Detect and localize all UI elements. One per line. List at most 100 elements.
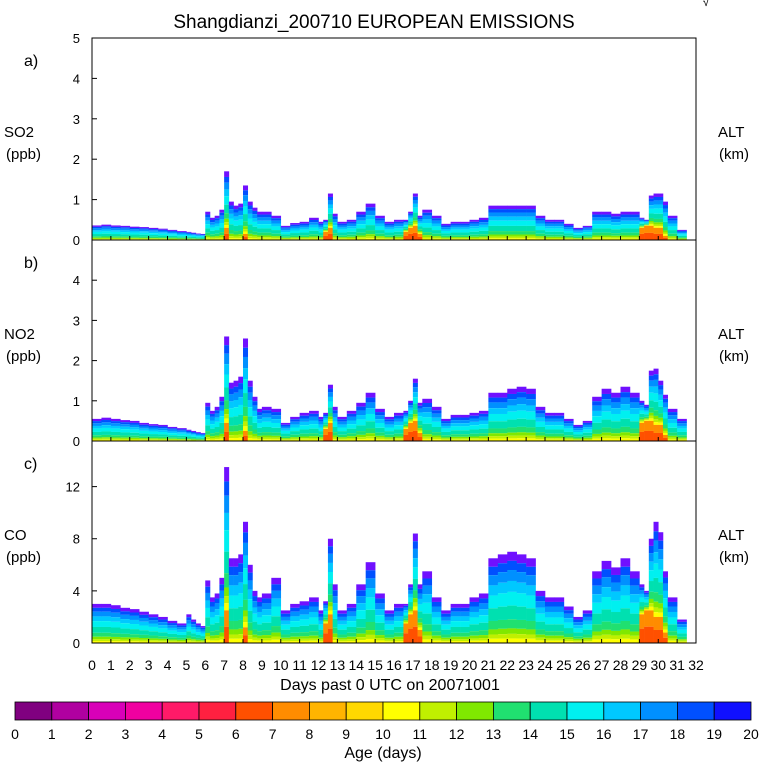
bar-segment [332, 235, 338, 238]
bar-segment [644, 406, 650, 409]
bar [582, 420, 593, 441]
bar-segment [205, 402, 211, 407]
bar-segment [356, 228, 366, 233]
colorbar-swatch [492, 701, 531, 721]
bar-segment [261, 235, 272, 238]
bar-segment [233, 434, 239, 438]
bar-segment [257, 220, 263, 225]
bar-segment [120, 238, 131, 240]
bar [545, 597, 555, 643]
bar-segment [563, 439, 574, 441]
bar [394, 412, 404, 441]
bar-segment [101, 420, 112, 423]
bar-segment [403, 622, 409, 624]
bar-segment [516, 593, 527, 607]
bar [318, 610, 324, 643]
bar-segment [148, 635, 159, 639]
bar-segment [257, 435, 263, 438]
bar-segment [545, 425, 555, 430]
bar-segment [497, 428, 508, 434]
x-tick-label: 30 [650, 657, 666, 673]
bar-segment [228, 224, 234, 231]
bar-segment [280, 620, 291, 625]
bar [629, 392, 640, 441]
bar-segment [677, 231, 687, 234]
bar [299, 412, 310, 441]
bar-segment [469, 638, 480, 641]
bar-segment [318, 641, 324, 643]
bar-segment [545, 228, 555, 232]
bar-segment [290, 621, 300, 627]
bar-segment [629, 433, 640, 437]
bar-segment [224, 431, 230, 441]
bar-segment [318, 637, 324, 640]
bar-segment [582, 641, 593, 643]
bar [214, 215, 220, 240]
bar-segment [582, 437, 593, 439]
bar-segment [384, 637, 395, 640]
bar-segment [252, 634, 258, 638]
bar-segment [497, 554, 508, 564]
bar [403, 219, 409, 240]
bar-segment [271, 223, 282, 227]
bar-segment [346, 632, 357, 637]
bar-segment [101, 233, 112, 237]
bar-segment [257, 408, 263, 413]
bar-segment [247, 209, 253, 214]
bar-segment [422, 624, 433, 632]
bar-segment [356, 596, 366, 604]
bar-segment [582, 620, 593, 625]
bar-segment [653, 577, 659, 593]
bar-segment [228, 236, 234, 239]
bar-segment [92, 616, 102, 622]
bar-segment [110, 617, 121, 622]
bar [450, 603, 461, 643]
bar-segment [271, 215, 282, 219]
bar-segment [478, 413, 489, 417]
bar-segment [403, 618, 409, 621]
bar-segment [677, 423, 687, 426]
bar-segment [233, 205, 239, 210]
bar-segment [394, 429, 404, 434]
bar-segment [158, 235, 168, 238]
bar [644, 590, 650, 643]
bar-segment [408, 593, 414, 598]
bar [252, 590, 258, 643]
bar-segment [620, 575, 631, 586]
bar-segment [186, 232, 192, 234]
bar-segment [507, 580, 517, 592]
bar-segment [460, 223, 470, 226]
bar-segment [422, 398, 433, 404]
bar-segment [238, 434, 244, 438]
bar-segment [261, 410, 272, 414]
bar-segment [667, 606, 678, 612]
bar-segment [318, 437, 324, 439]
bar-segment [384, 232, 395, 236]
bar-segment [460, 423, 470, 427]
bar-segment [110, 418, 121, 422]
bar-segment [403, 221, 409, 223]
bar-segment [209, 220, 215, 223]
bar-segment [431, 406, 442, 411]
bar-segment [526, 608, 536, 621]
y-tick-label: 4 [73, 71, 80, 86]
bar-segment [403, 610, 409, 613]
bar-segment [394, 219, 404, 222]
bar [101, 224, 112, 240]
bar-segment [252, 629, 258, 635]
bar [243, 521, 249, 643]
bar-segment [554, 429, 565, 434]
colorbar-tick-label: 1 [48, 726, 56, 742]
bar-segment [148, 231, 159, 234]
bar-segment [214, 413, 220, 418]
bar-segment [667, 631, 678, 636]
bar-segment [323, 617, 329, 620]
bar-segment [365, 402, 376, 409]
bar-segment [601, 621, 612, 630]
bar-segment [450, 420, 461, 424]
bar-segment [507, 427, 517, 433]
bar-segment [365, 397, 376, 403]
bar [412, 193, 418, 240]
bar-segment [629, 438, 640, 441]
bar-segment [554, 237, 565, 239]
